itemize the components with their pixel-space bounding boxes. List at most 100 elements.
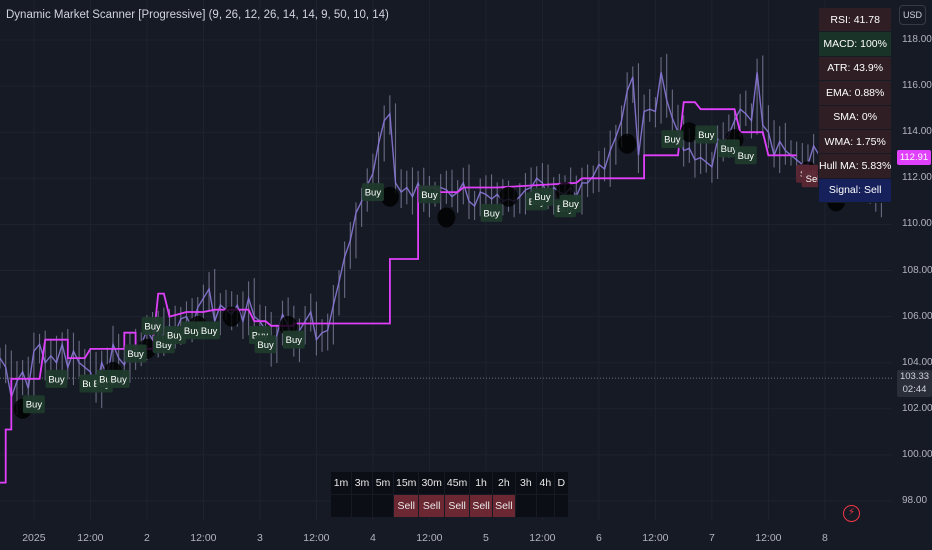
stat-ema: EMA: 0.88% (817, 80, 893, 106)
bar-countdown: 02:44 (902, 383, 927, 395)
buy-label-box (164, 326, 187, 345)
buy-label: Buy (698, 130, 715, 141)
last-price-value: 103.33 (899, 371, 930, 383)
buy-label: Buy (144, 321, 161, 332)
price-tick-label: 102.00 (902, 402, 932, 414)
buy-label-box (198, 321, 221, 340)
stat-macd: MACD: 100% (817, 31, 893, 57)
timeframe-signal-3h (514, 494, 537, 518)
buy-label: Buy (483, 208, 500, 219)
buy-label: Buy (721, 144, 738, 155)
timeframe-header-15m: 15m (392, 471, 420, 495)
timeframe-header-30m: 30m (418, 471, 445, 495)
trend-line (0, 101, 797, 484)
price-tick-label: 108.00 (902, 264, 932, 276)
price-tick-label: 112.00 (902, 172, 932, 184)
buy-label-box (107, 369, 130, 388)
signal-marker (680, 122, 699, 143)
timeframe-header-2h: 2h (491, 471, 516, 495)
sell-label: Sell (806, 174, 822, 185)
price-tick-label: 100.00 (902, 448, 932, 460)
stat-sma: SMA: 0% (817, 104, 893, 130)
buy-label-box (45, 369, 68, 388)
buy-label-box (141, 316, 164, 335)
time-tick-label: 12:00 (303, 532, 330, 544)
time-tick-label: 12:00 (755, 532, 782, 544)
timeframe-signal-15m: Sell (392, 494, 420, 518)
time-tick-label: 7 (708, 532, 715, 544)
buy-label: Buy (257, 340, 274, 351)
signal-marker (380, 186, 399, 207)
indicator-stats-table: RSI: 41.78 MACD: 100% ATR: 43.9% EMA: 0.… (817, 6, 893, 204)
timeframe-signal-D (553, 494, 569, 518)
buy-label-box (418, 185, 441, 204)
timeframe-header-3m: 3m (351, 471, 373, 495)
timeframe-signal-5m (372, 494, 394, 518)
signal-marker (499, 186, 518, 207)
price-tick-label: 110.00 (902, 218, 932, 230)
timeframe-signal-1h: Sell (469, 494, 493, 518)
buy-label-box (531, 187, 554, 206)
current-price-tag: 112.91 (897, 149, 931, 165)
buy-label: Buy (48, 374, 65, 385)
buy-label-box (124, 344, 147, 363)
buy-label-box (181, 321, 204, 340)
timeframe-signal-table: 1m 3m 5m 15m 30m 45m 1h 2h 3h 4h D Sell Sell Sell Sel… (330, 471, 569, 518)
buy-label-box (695, 125, 718, 144)
buy-label-box (559, 194, 582, 213)
price-tick-label: 116.00 (902, 80, 932, 92)
timeframe-signal-4h (535, 494, 555, 518)
indicator-title[interactable]: Dynamic Market Scanner [Progressive] (9,… (6, 9, 389, 21)
chart-area[interactable]: Buy Buy Buy Buy Buy Buy Buy Buy Buy Buy Buy Buy Buy B… (0, 0, 892, 520)
timeframe-signal-1m (330, 494, 352, 518)
time-tick-label: 5 (482, 532, 489, 544)
price-tick-label: 104.00 (902, 356, 932, 368)
currency-button[interactable]: USD (899, 5, 926, 25)
timeframe-header-4h: 4h (535, 471, 555, 495)
timeframe-signal-30m: Sell (418, 494, 445, 518)
timeframe-header-5m: 5m (372, 471, 394, 495)
time-tick-label: 6 (595, 532, 602, 544)
buy-label: Buy (421, 190, 438, 201)
stat-atr: ATR: 43.9% (817, 55, 893, 82)
buy-label: Buy (664, 135, 681, 146)
buy-label: Buy (201, 326, 218, 337)
buy-label: Buy (365, 188, 382, 199)
signal-marker (618, 133, 637, 154)
buy-label: Buy (534, 192, 551, 203)
price-tick-label: 118.00 (902, 34, 932, 45)
stat-hull-ma: Hull MA: 5.83% (817, 153, 893, 179)
buy-label: Buy (110, 374, 127, 385)
timeframe-header-45m: 45m (443, 471, 471, 495)
time-tick-label: 8 (821, 532, 828, 544)
buy-label-box (22, 395, 45, 414)
stat-wma: WMA: 1.75% (817, 128, 893, 155)
buy-label: Buy (286, 335, 303, 346)
time-tick-label: 12:00 (416, 532, 443, 544)
timeframe-header-3h: 3h (514, 471, 537, 495)
stat-signal: Signal: Sell (817, 177, 893, 204)
buy-label: Buy (26, 400, 43, 411)
timeframe-signal-45m: Sell (443, 494, 471, 518)
timeframe-signal-2h: Sell (491, 494, 516, 518)
signal-marker (222, 306, 241, 327)
buy-label: Buy (562, 199, 579, 210)
time-tick-label: 3 (256, 532, 263, 544)
price-tick-label: 98.00 (902, 495, 928, 506)
buy-label-box (480, 203, 503, 222)
buy-label-box (717, 139, 740, 158)
buy-label-box (661, 130, 684, 149)
timeframe-header-1m: 1m (330, 471, 352, 495)
time-tick-label: 2 (143, 532, 150, 544)
lightning-icon[interactable]: ⚡ (843, 505, 860, 522)
buy-label: Buy (156, 340, 173, 351)
time-tick-label: 12:00 (529, 532, 556, 544)
buy-label: Buy (127, 349, 144, 360)
price-tick-label: 114.00 (902, 126, 932, 138)
time-tick-label: 12:00 (190, 532, 217, 544)
price-tick-label: 106.00 (902, 310, 932, 322)
time-tick-label: 12:00 (77, 532, 104, 544)
buy-label: Buy (167, 331, 184, 342)
buy-label: Buy (738, 151, 755, 162)
